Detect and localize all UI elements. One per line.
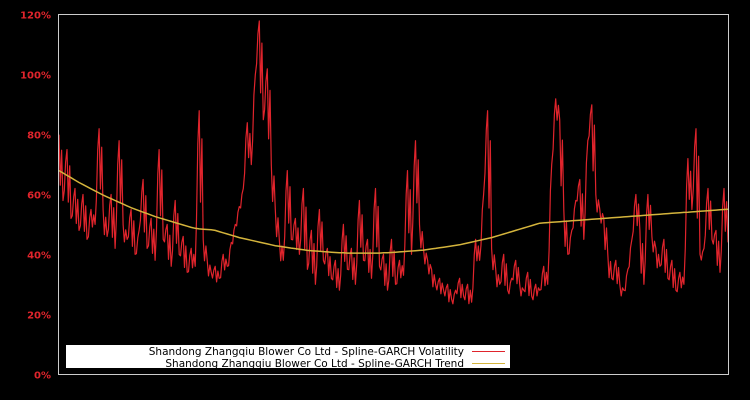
legend-label-trend: Shandong Zhangqiu Blower Co Ltd - Spline… [165, 358, 464, 370]
y-tick-label: 100% [20, 71, 51, 82]
y-tick-label: 60% [27, 191, 51, 202]
trend-series-line [58, 169, 729, 254]
chart-legend: Shandong Zhangqiu Blower Co Ltd - Spline… [66, 345, 510, 370]
legend-box [66, 345, 510, 368]
y-tick-label: 20% [27, 311, 51, 322]
plot-area [58, 20, 729, 305]
y-tick-label: 0% [34, 371, 51, 382]
volatility-series-line [58, 20, 729, 305]
y-tick-label: 40% [27, 251, 51, 262]
y-tick-label: 80% [27, 131, 51, 142]
y-axis-ticks: 120% 100% 80% 60% 40% 20% 0% [20, 11, 51, 382]
y-tick-label: 120% [20, 11, 51, 22]
plot-frame [58, 14, 729, 375]
legend-label-volatility: Shandong Zhangqiu Blower Co Ltd - Spline… [149, 346, 464, 358]
